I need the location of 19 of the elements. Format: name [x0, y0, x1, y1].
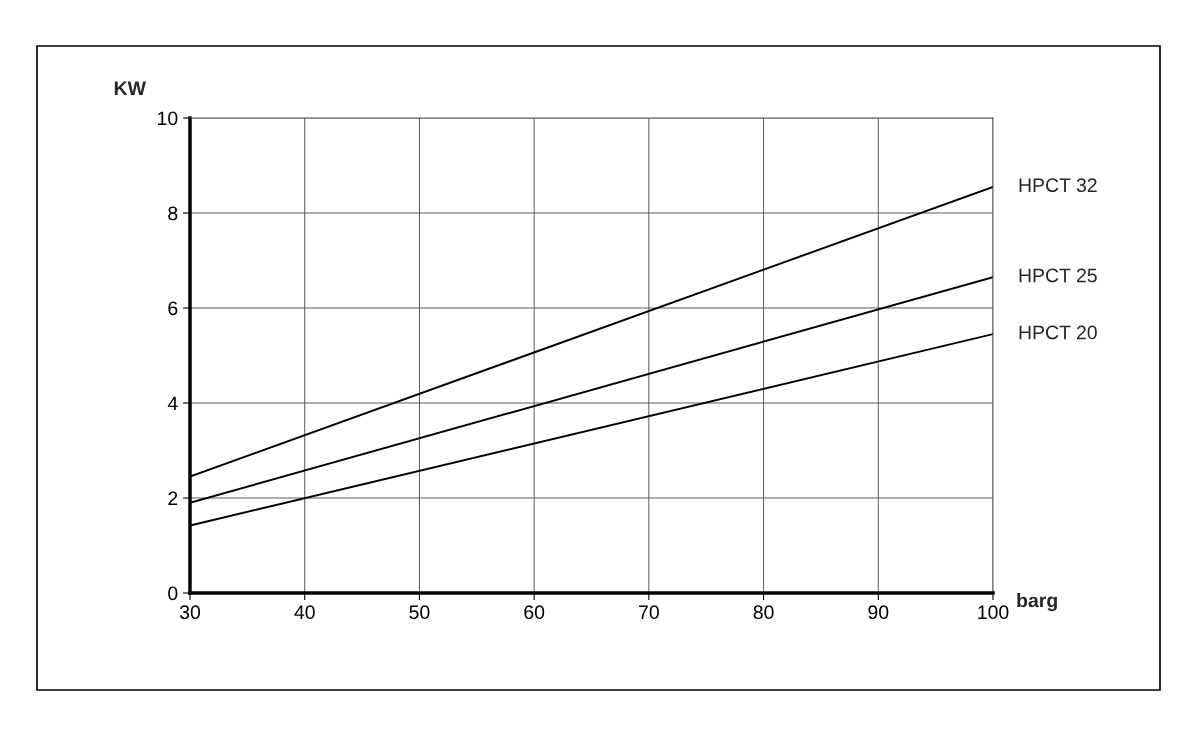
series-label: HPCT 25 — [1019, 268, 1097, 283]
y-tick-label: 0 — [168, 586, 178, 601]
x-tick-label: 80 — [753, 605, 774, 620]
y-tick-label: 2 — [168, 491, 178, 506]
y-axis-title: KW — [114, 81, 146, 95]
x-axis-title: barg — [1017, 593, 1057, 612]
x-tick-label: 70 — [639, 605, 659, 620]
y-tick-label: 4 — [167, 396, 178, 411]
x-tick-label: 50 — [409, 605, 430, 620]
x-tick-label: 30 — [179, 605, 201, 620]
series-label: HPCT 32 — [1019, 178, 1097, 193]
series-label: HPCT 20 — [1019, 325, 1097, 340]
x-tick-label: 60 — [524, 605, 545, 620]
x-tick-label: 90 — [868, 605, 889, 620]
x-tick-label: 100 — [978, 605, 1009, 620]
y-tick-label: 6 — [168, 301, 178, 316]
x-tick-label: 40 — [294, 605, 315, 620]
y-tick-label: 10 — [158, 111, 178, 126]
y-tick-label: 8 — [168, 206, 178, 221]
